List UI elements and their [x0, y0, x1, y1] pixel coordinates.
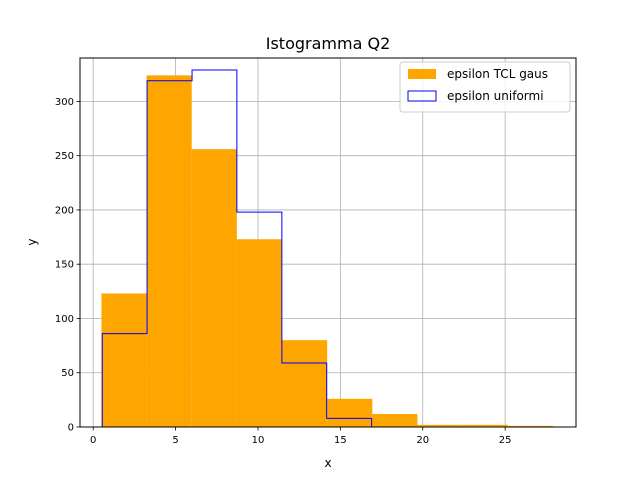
bar-gaus [327, 398, 373, 427]
bar-gaus [236, 239, 283, 427]
y-tick-label: 100 [55, 314, 74, 325]
y-tick-label: 50 [61, 368, 74, 379]
bar-gaus [507, 425, 553, 427]
x-tick-label: 5 [172, 435, 178, 446]
bar-gaus [191, 149, 237, 427]
y-tick-label: 200 [55, 205, 74, 216]
legend-swatch-uniform [407, 90, 437, 102]
x-tick-label: 20 [416, 435, 429, 446]
legend-label-uniform: epsilon uniformi [447, 89, 544, 103]
gaus-bars [101, 75, 553, 427]
y-axis-label: y [25, 238, 39, 245]
legend-label-gaus: epsilon TCL gaus [447, 67, 548, 81]
bar-gaus [282, 340, 328, 427]
y-tick-label: 250 [55, 151, 74, 162]
chart-title: Istogramma Q2 [266, 34, 391, 53]
x-tick-label: 15 [334, 435, 347, 446]
x-tick-label: 25 [499, 435, 512, 446]
uniform-step [101, 69, 373, 427]
plot-frame [79, 57, 577, 428]
x-axis-label: x [324, 456, 331, 470]
bar-gaus [146, 75, 192, 427]
bar-gaus [417, 424, 463, 427]
legend: epsilon TCL gaus epsilon uniformi [399, 61, 571, 113]
x-tick-label: 0 [90, 435, 96, 446]
legend-swatch-gaus [408, 69, 436, 79]
y-tick-label: 150 [55, 260, 74, 271]
bar-gaus [372, 413, 418, 427]
y-tick-label: 300 [55, 97, 74, 108]
bar-gaus [462, 424, 508, 427]
x-tick-label: 10 [252, 435, 265, 446]
legend-box [399, 61, 571, 113]
step-line-uniform [101, 69, 373, 427]
bar-gaus [101, 293, 147, 427]
y-tick-label: 0 [68, 423, 74, 434]
